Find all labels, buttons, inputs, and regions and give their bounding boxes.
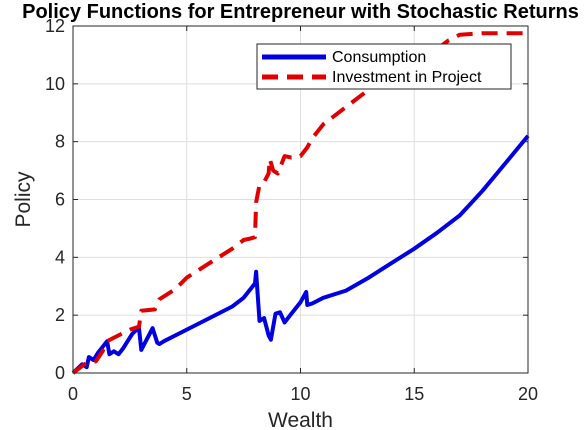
x-axis-label: Wealth	[268, 409, 333, 430]
chart-title: Policy Functions for Entrepreneur with S…	[22, 1, 579, 23]
legend-box	[256, 43, 512, 90]
y-tick-label: 10	[45, 74, 65, 94]
x-tick-label: 10	[290, 384, 310, 404]
y-tick-label: 4	[55, 247, 65, 267]
x-tick-label: 5	[182, 384, 192, 404]
x-tick-label: 15	[404, 384, 424, 404]
y-axis-label: Policy	[12, 171, 35, 228]
series-line-consumption	[71, 134, 530, 375]
x-tick-label: 20	[518, 384, 538, 404]
y-tick-label: 6	[55, 190, 65, 210]
legend: Consumption Investment in Project	[256, 43, 512, 90]
ticks: 0 5 10 15 20 0 2 4 6 8 10 12	[45, 16, 538, 404]
series-line-investment	[71, 31, 528, 375]
x-tick-label: 0	[68, 384, 78, 404]
y-tick-label: 2	[55, 305, 65, 325]
legend-label-investment: Investment in Project	[332, 69, 482, 86]
legend-label-consumption: Consumption	[332, 49, 426, 66]
y-tick-label: 0	[55, 363, 65, 383]
y-tick-label: 12	[45, 16, 65, 36]
series-layer	[71, 31, 530, 375]
y-tick-label: 8	[55, 132, 65, 152]
